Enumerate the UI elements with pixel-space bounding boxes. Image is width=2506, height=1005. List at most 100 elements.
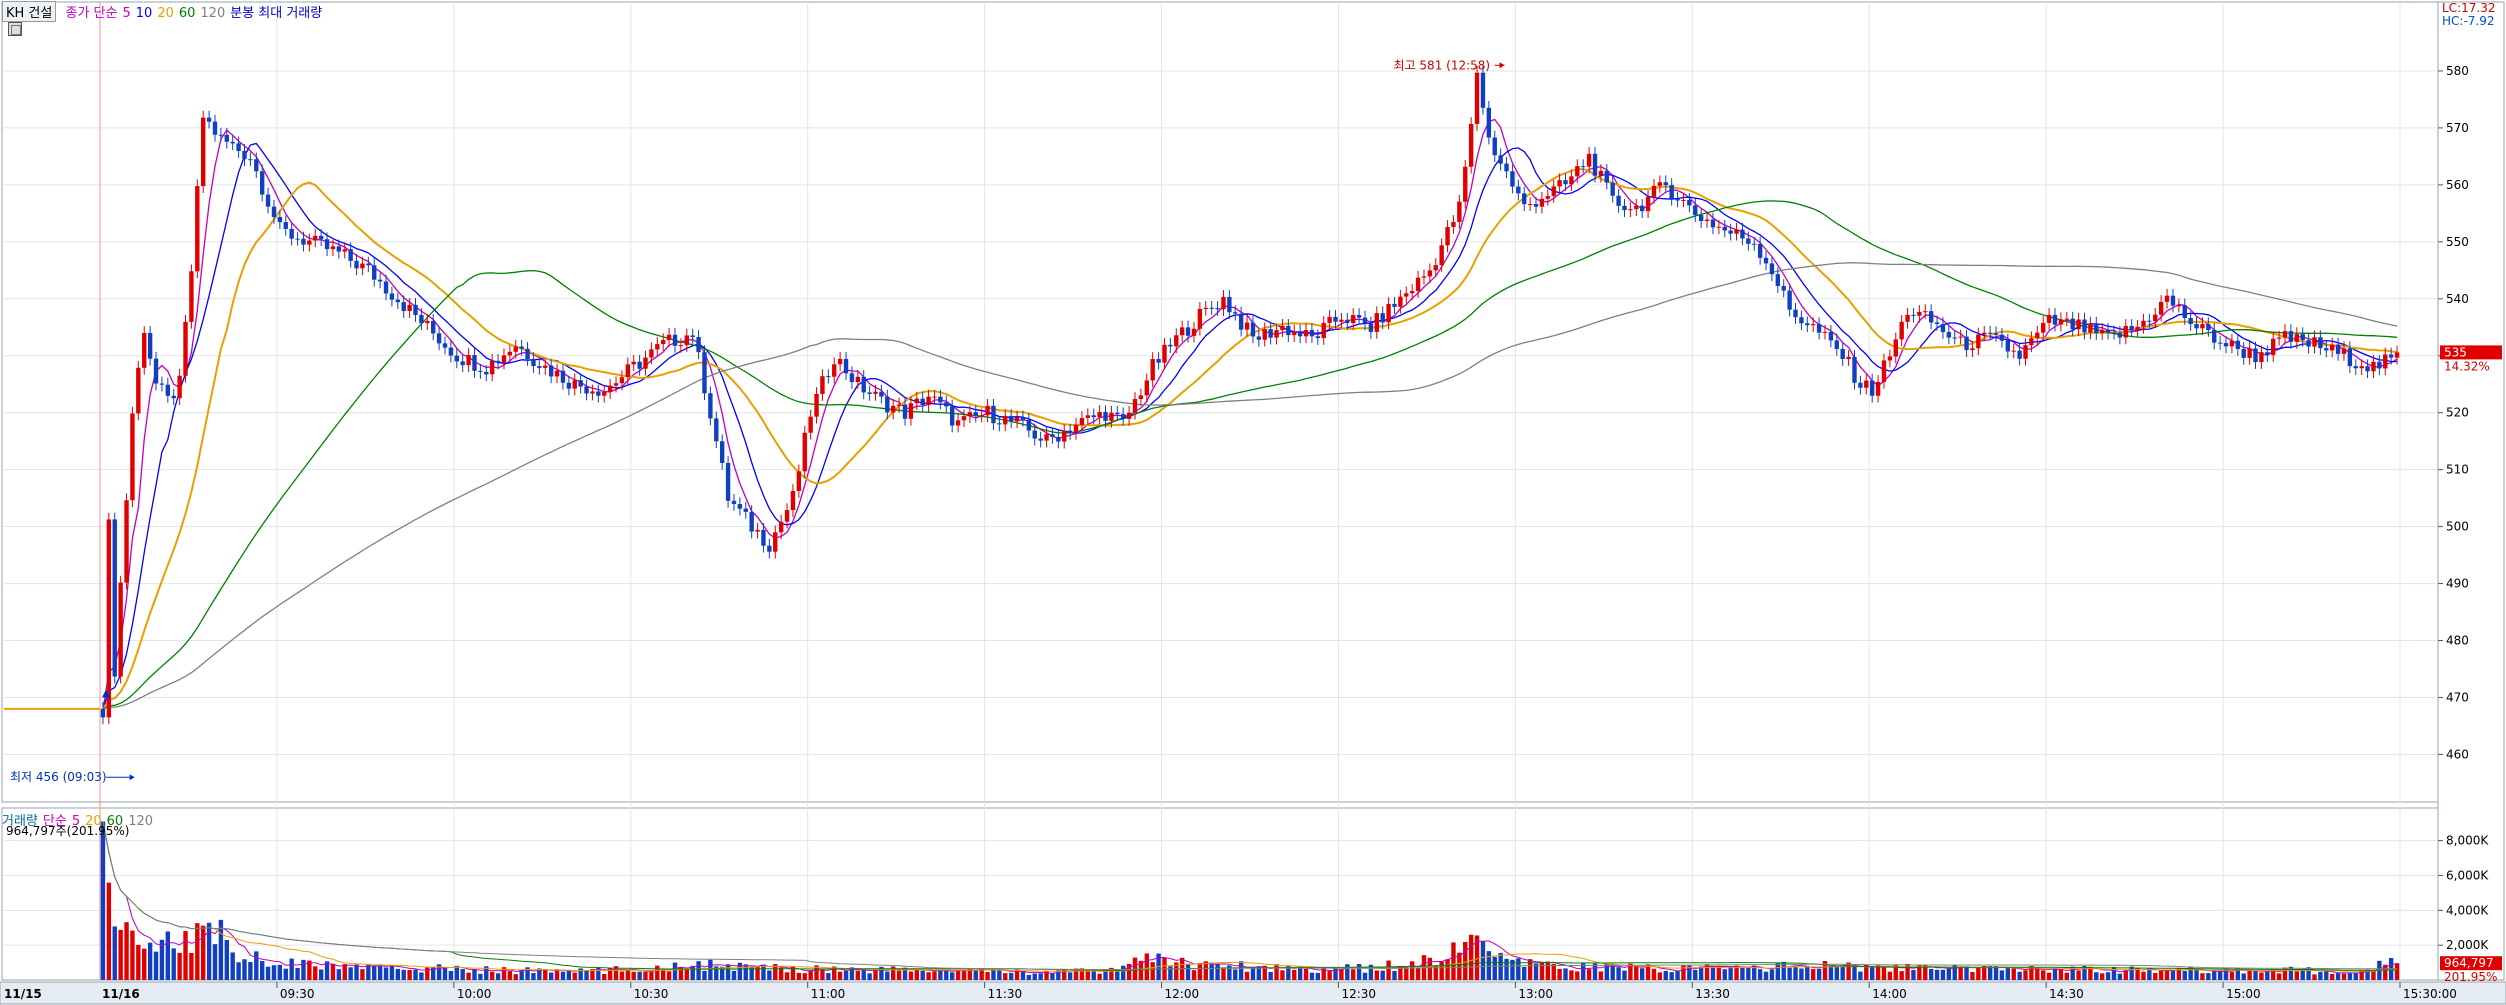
candle-body [1651, 185, 1657, 197]
volume-bar [1091, 969, 1096, 980]
candle-body [1811, 324, 1816, 326]
candle-body [2170, 295, 2176, 306]
candle-body [2200, 324, 2205, 329]
candle-body [318, 235, 324, 240]
candle-body [1787, 290, 1792, 310]
volume-bar [153, 951, 159, 980]
volume-bar [849, 967, 855, 980]
volume-bar [1144, 953, 1149, 980]
volume-ma-line-120 [102, 821, 2398, 970]
volume-bar [1811, 969, 1816, 980]
candle-body [991, 405, 996, 424]
time-tick-label: 10:00 [457, 987, 492, 1001]
volume-bar [2035, 967, 2040, 980]
candle-body [1604, 170, 1609, 183]
candle-body [271, 206, 277, 217]
price-tick-label: 480 [2446, 634, 2469, 648]
volume-bar [147, 942, 153, 980]
volume-panel-frame [1, 807, 2439, 981]
candle-body [973, 412, 978, 416]
price-tick-label: 510 [2446, 463, 2469, 477]
volume-bar [979, 968, 984, 980]
volume-bar [879, 966, 884, 980]
candle-body [1746, 238, 1751, 244]
candle-body [607, 385, 613, 393]
volume-bar [602, 973, 607, 980]
candle-body [1740, 229, 1745, 239]
candle-body [1581, 166, 1586, 168]
ma-title: 종가 단순 [65, 6, 118, 21]
candle-body [885, 396, 890, 413]
volume-bar [307, 960, 312, 980]
volume-bar [755, 966, 760, 980]
volume-bar [725, 964, 731, 980]
candle-body [342, 249, 347, 252]
volume-bar [1693, 969, 1698, 980]
volume-bar [1274, 964, 1279, 980]
candle-body [2111, 332, 2117, 334]
candle-body [2241, 348, 2246, 358]
candle-body [1887, 356, 1893, 361]
volume-bar [242, 959, 247, 980]
chart-mode: 분봉 최대 거래량 [230, 6, 323, 21]
price-tick-label: 570 [2446, 121, 2469, 135]
candle-body [1852, 356, 1857, 383]
volume-bar [1197, 963, 1203, 980]
volume-bar [1227, 965, 1232, 980]
volume-bar [1209, 962, 1214, 980]
volume-bar [1651, 968, 1657, 980]
volume-bar [955, 970, 961, 980]
candle-body [1704, 219, 1710, 221]
volume-bar [655, 965, 660, 980]
volume-bar [2335, 973, 2341, 980]
code-selector[interactable]: KH 건설 [2, 1, 57, 22]
candle-body [1439, 245, 1444, 266]
candle-body [1639, 205, 1645, 212]
volume-bar [1250, 967, 1256, 980]
volume-bar [1781, 961, 1786, 980]
volume-bar [666, 971, 672, 980]
volume-bar [407, 969, 412, 980]
volume-bar [2253, 970, 2258, 980]
volume-bar [1769, 969, 1775, 980]
volume-bar [1716, 965, 1722, 980]
candle-body [2052, 314, 2058, 325]
volume-bar [2111, 966, 2117, 980]
candle-body [867, 392, 872, 394]
candle-body [873, 391, 878, 394]
volume-bar [590, 969, 595, 980]
volume-bar [2052, 967, 2058, 980]
volume-bar [2306, 967, 2311, 980]
candle-body [1687, 199, 1692, 206]
grid-toggle-icon[interactable] [8, 22, 22, 36]
candle-body [525, 348, 530, 360]
volume-bar [489, 971, 495, 980]
price-tick-label: 580 [2446, 64, 2469, 78]
volume-bar [2017, 971, 2022, 980]
candle-body [1162, 344, 1167, 363]
volume-bar [295, 967, 300, 980]
volume-bar [932, 971, 937, 980]
volume-bar [672, 962, 678, 980]
candle-body [1869, 380, 1875, 396]
candle-body [442, 343, 448, 348]
volume-bar [1150, 962, 1155, 980]
volume-bar [2235, 967, 2241, 980]
volume-tick-label: 4,000K [2446, 903, 2489, 917]
candle-body [330, 246, 336, 250]
current-change-label: 14.32% [2444, 359, 2490, 373]
date-label-prev: 11/15 [4, 987, 42, 1001]
candle-body [1934, 322, 1940, 325]
candle-body [171, 395, 176, 399]
volume-bar [1056, 970, 1061, 980]
candle-body [967, 412, 973, 417]
candle-body [2153, 314, 2158, 322]
candle-body [100, 708, 106, 718]
volume-bar [761, 964, 766, 980]
candle-body [2164, 295, 2170, 302]
volume-bar [136, 944, 141, 980]
candle-body [2206, 324, 2211, 330]
candle-body [2377, 361, 2382, 369]
candle-body [1227, 296, 1232, 313]
